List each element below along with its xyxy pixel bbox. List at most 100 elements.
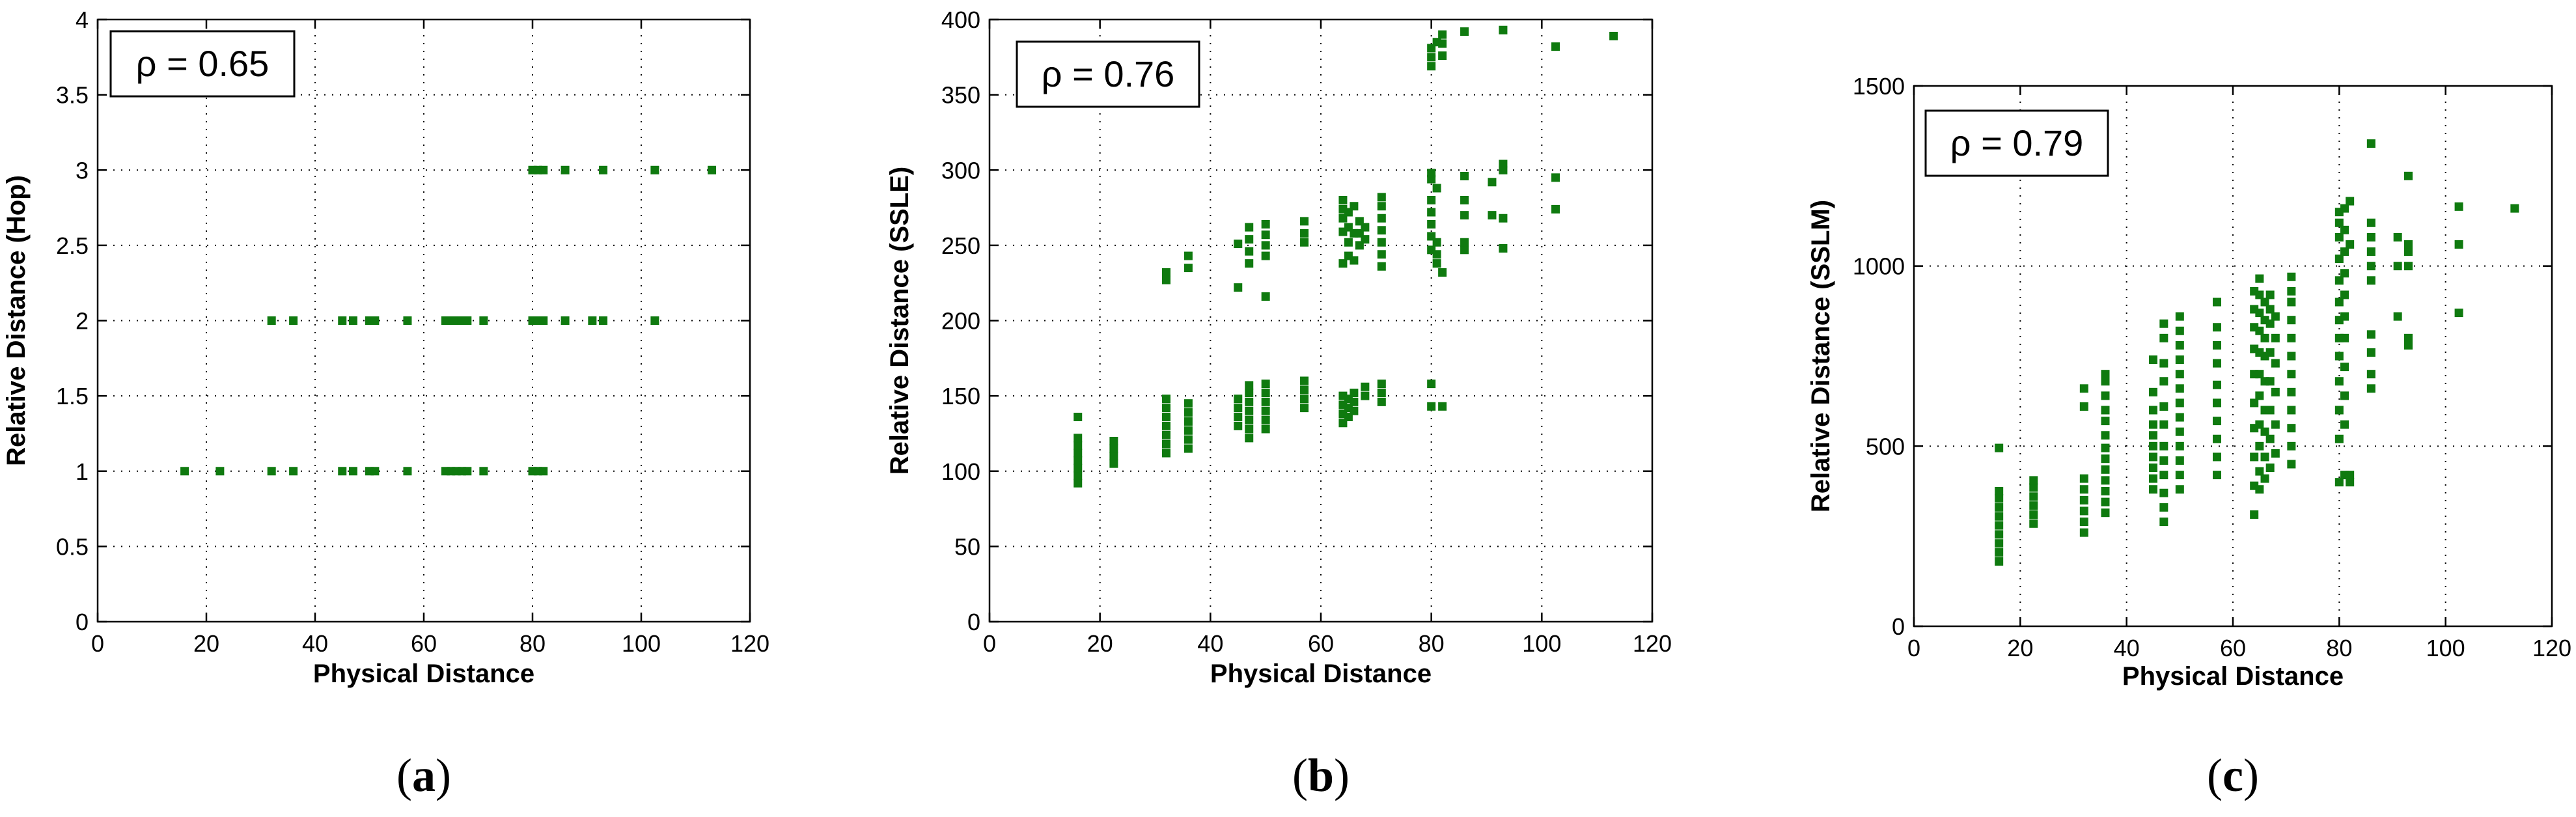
data-point <box>2287 333 2296 342</box>
data-point <box>1551 42 1560 51</box>
data-point <box>2404 240 2413 249</box>
y-tick-label: 1000 <box>1853 253 1905 280</box>
data-point <box>2255 391 2264 400</box>
x-tick-label: 80 <box>2326 635 2352 661</box>
data-point <box>1234 283 1243 292</box>
y-tick-label: 150 <box>941 383 980 409</box>
data-point <box>2366 232 2375 242</box>
data-point <box>2175 398 2184 408</box>
data-point <box>2366 247 2375 256</box>
data-point <box>2255 485 2264 494</box>
x-tick-label: 40 <box>1197 630 1223 657</box>
data-point <box>1261 380 1270 389</box>
data-point <box>2175 456 2184 465</box>
data-point <box>2175 340 2184 350</box>
data-point <box>1427 208 1436 217</box>
data-point <box>1300 404 1309 413</box>
data-point <box>1460 211 1469 220</box>
data-point <box>2159 471 2168 480</box>
x-tick-label: 0 <box>91 630 104 657</box>
data-point <box>1261 406 1270 415</box>
data-point <box>2340 363 2349 372</box>
data-point <box>1551 173 1560 182</box>
data-point <box>2265 305 2275 314</box>
data-point <box>2175 355 2184 365</box>
data-point <box>2340 247 2349 256</box>
data-point <box>2029 510 2038 519</box>
data-point <box>2213 380 2221 389</box>
data-point <box>1261 241 1270 250</box>
data-point <box>2346 240 2355 249</box>
y-tick-label: 0 <box>967 609 980 635</box>
data-point <box>2255 326 2264 335</box>
data-point <box>2079 474 2088 483</box>
data-point <box>1245 406 1254 415</box>
data-point <box>2250 510 2259 519</box>
data-point <box>1300 228 1309 238</box>
y-tick-label: 3.5 <box>56 82 89 109</box>
panel-caption: (a) <box>396 749 451 801</box>
data-point <box>1073 464 1083 473</box>
data-point <box>2287 460 2296 469</box>
data-point <box>2271 420 2280 429</box>
data-point <box>2340 312 2349 321</box>
data-point <box>2334 218 2344 227</box>
data-point <box>1234 240 1243 249</box>
data-point <box>2255 290 2264 299</box>
data-point <box>2346 197 2355 206</box>
data-point <box>2149 441 2157 450</box>
data-point <box>2149 474 2157 483</box>
data-point <box>1361 391 1370 400</box>
data-point <box>1995 548 2004 557</box>
data-point <box>1245 259 1254 268</box>
data-point <box>2101 443 2110 452</box>
data-point <box>2265 290 2275 299</box>
data-point <box>2149 387 2157 396</box>
data-point <box>2159 518 2168 527</box>
data-point <box>2287 441 2296 450</box>
data-point <box>2079 485 2088 494</box>
data-point <box>1161 430 1170 439</box>
data-point <box>1184 426 1193 435</box>
data-point <box>1427 62 1436 71</box>
data-point <box>2175 370 2184 379</box>
data-point <box>1377 202 1386 211</box>
data-point <box>2101 487 2110 495</box>
data-point <box>2271 449 2280 458</box>
data-point <box>2255 467 2264 476</box>
x-tick-label: 80 <box>1419 630 1445 657</box>
data-point <box>1234 413 1243 421</box>
data-point <box>1073 471 1083 480</box>
data-point <box>1499 159 1508 169</box>
data-point <box>2454 202 2463 211</box>
data-point <box>2366 262 2375 271</box>
data-point <box>1261 415 1270 424</box>
data-point <box>2334 434 2344 443</box>
data-point <box>1300 385 1309 395</box>
data-point <box>561 316 570 325</box>
data-point <box>2346 471 2355 480</box>
data-point <box>2149 464 2157 473</box>
data-point <box>2510 204 2519 213</box>
data-point <box>2079 384 2088 393</box>
data-point <box>1245 223 1254 232</box>
data-point <box>1184 417 1193 426</box>
y-tick-label: 200 <box>941 308 980 335</box>
data-point <box>2287 316 2296 325</box>
data-point <box>2271 312 2280 321</box>
data-point <box>2287 370 2296 379</box>
data-point <box>1161 268 1170 277</box>
x-tick-label: 60 <box>2220 635 2246 661</box>
data-point <box>1161 421 1170 430</box>
data-point <box>2265 434 2275 443</box>
data-point <box>2366 370 2375 379</box>
y-axis-label: Relative Distance (SSLE) <box>885 167 914 475</box>
data-point <box>539 316 548 325</box>
data-point <box>1234 421 1243 430</box>
data-point <box>2265 348 2275 357</box>
data-point <box>1350 406 1359 415</box>
data-point <box>2250 452 2259 462</box>
chart-panel-b: 0 20 40 60 80 100 120 0 50 100 150 200 250 300 350 400 P… <box>885 7 1672 801</box>
data-point <box>2101 454 2110 464</box>
